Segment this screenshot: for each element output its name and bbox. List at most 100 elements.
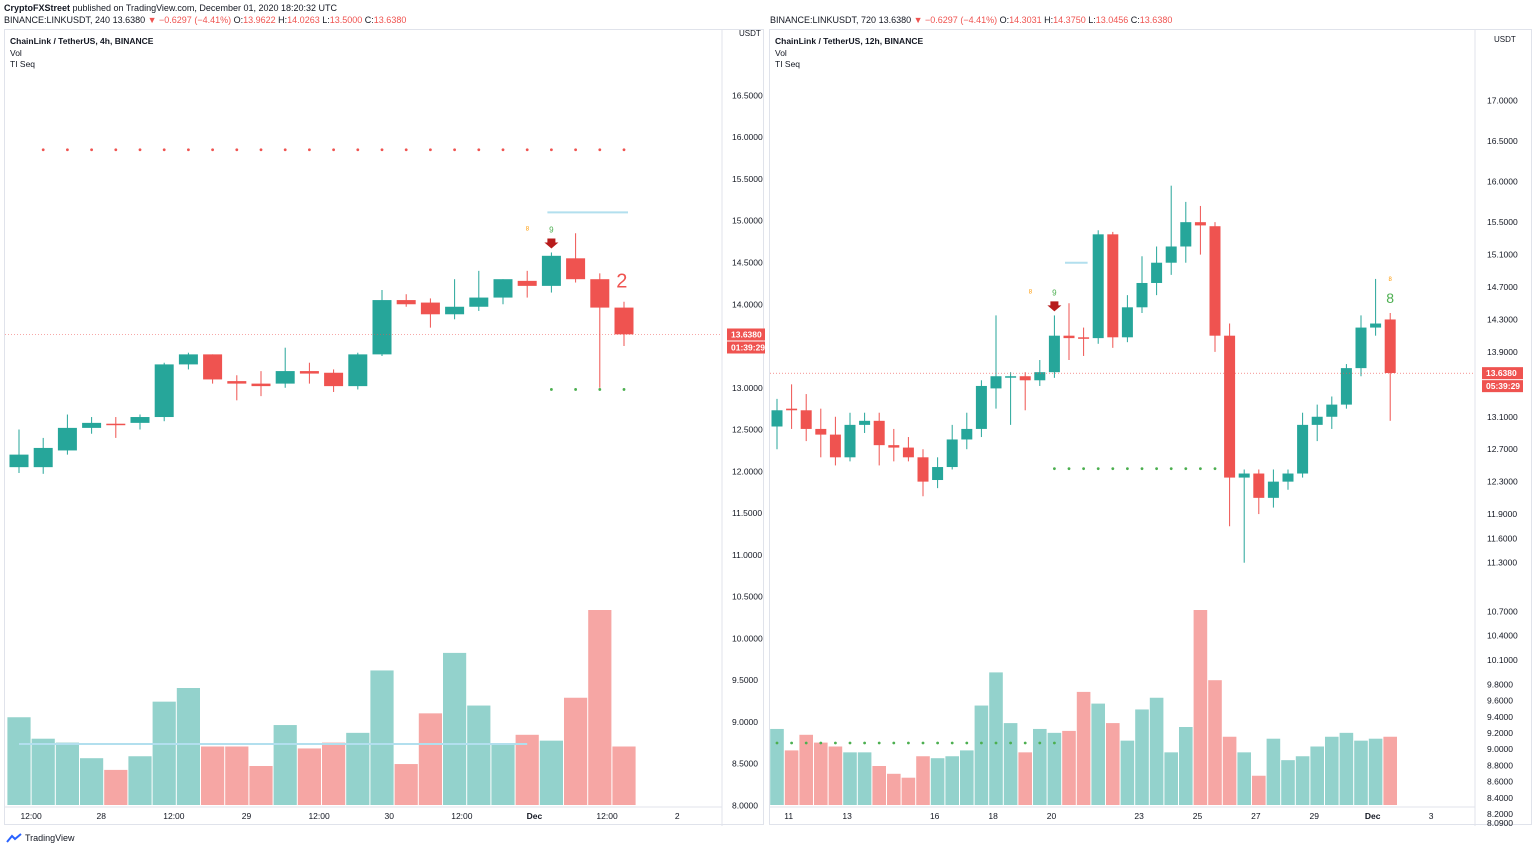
y-tick-label: 8.6000 [1487,777,1513,787]
seq-volume-dot [1023,741,1027,745]
candle-body [1151,262,1163,283]
seq-volume-dot [907,741,910,745]
chart-12h-legend: ChainLink / TetherUS, 12h, BINANCE Vol T… [775,36,923,71]
volume-bar [201,746,225,805]
candle-body [372,300,392,355]
volume-bar [960,750,974,805]
chart-panel-12h[interactable]: 9 8 8 8 USDT 17.0000 16.5000 16.0000 15.5000 15.1… [769,29,1533,826]
seq-resistance-dot [429,148,432,152]
volume-bar [1295,756,1310,805]
volume-bar [225,746,249,805]
volume-bar [930,758,945,805]
seq-volume-dot [775,741,779,745]
y-tick-label: 12.3000 [1487,477,1518,487]
footer-brand[interactable]: TradingView [25,833,75,843]
last-price-badge [727,328,765,341]
chart-12h-indicator-vol[interactable]: Vol [775,47,787,58]
candle-body [251,383,271,387]
chart-4h-title: ChainLink / TetherUS, 4h, BINANCE [10,36,154,46]
seq-volume-dot [819,741,823,745]
y-tick-label: 8.4000 [1487,793,1513,803]
volume-bar [828,746,843,805]
candle-body [420,302,440,315]
candle-body [990,376,1002,389]
chart-4h-svg[interactable]: 9 8 2 USDT 16.5000 16.0000 15.5000 15.0000 14.50… [5,30,765,826]
seq-support-dot [1199,467,1202,471]
seq-resistance-dot [622,148,626,152]
x-tick-label: 29 [242,811,252,821]
publish-line: CryptoFXStreet published on TradingView.… [4,3,337,13]
candle-body [348,354,368,387]
volume-bar [945,756,959,805]
y-tick-label: 9.0000 [1487,744,1513,754]
chart-12h-svg[interactable]: 9 8 8 8 USDT 17.0000 16.5000 16.0000 15.5000 15.1… [770,30,1533,826]
volume-bar [176,688,200,805]
last-price-value: 13.6380 [731,329,762,339]
volume-bar [55,742,79,805]
volume-bar [1383,736,1397,805]
candle-body [800,410,812,429]
volume-bar [1208,680,1222,805]
y-tick-label: 14.3000 [1487,314,1518,324]
x-tick-label: 23 [1134,811,1144,821]
volume-bar [346,732,370,805]
y-tick-label: 9.0000 [732,717,758,727]
candle-body [227,381,247,384]
candle-body [154,364,174,418]
volume-bar [31,738,55,805]
seq-volume-dot [1053,741,1056,745]
seq-resistance-dot [66,148,69,152]
x-tick-label: 2 [675,811,680,821]
candle-body [1238,473,1250,478]
x-tick-label: 29 [1310,811,1320,821]
volume-bar [1091,703,1105,805]
chart-4h-indicator-vol[interactable]: Vol [10,47,22,58]
candle-body [888,445,900,448]
seq-support-dot [1111,467,1115,471]
candle-body [859,420,871,425]
right-quote-line: BINANCE:LINKUSDT, 720 13.6380 ▼ −0.6297 … [770,15,1173,25]
candle-body [1034,372,1046,381]
y-tick-label: 8.0900 [1487,818,1513,826]
volume-bar [1106,723,1120,805]
candle-body [106,423,126,426]
y-tick-label: 10.0000 [732,633,763,643]
volume-bar [297,748,321,805]
seq-resistance-dot [138,148,142,152]
seq-volume-dot [892,741,896,745]
volume-bar [1237,752,1251,805]
candle-body [1121,307,1133,338]
candle-body [541,255,561,286]
countdown-badge [1482,380,1523,393]
chart-12h-indicator-seq[interactable]: TI Seq [775,59,801,69]
seq-support-dot [1067,467,1071,471]
volume-bar [1179,727,1193,805]
candle-body [975,385,987,429]
chart-panel-4h[interactable]: 9 8 2 USDT 16.5000 16.0000 15.5000 15.0000 14.50… [4,29,765,826]
volume-bar [370,670,394,805]
volume-bar [872,766,886,805]
candle-body [1136,282,1148,308]
currency-label: USDT [1494,35,1516,44]
volume-bar [1193,610,1208,805]
seq-count-label: 2 [616,270,627,292]
volume-bar [784,750,799,805]
candle-body [324,372,344,387]
right-high: 14.3750 [1053,15,1086,25]
right-price: 13.6380 [878,15,912,25]
seq-support-dot [1140,467,1144,471]
candle-body [1092,234,1104,339]
countdown-value: 05:39:29 [1486,381,1520,391]
x-tick-label: 12:00 [308,811,330,821]
seq-resistance-dot [308,148,311,152]
y-tick-label: 15.1000 [1487,250,1518,260]
left-open: 13.9622 [243,15,276,25]
footer: TradingView [6,833,75,843]
right-change: ▼ −0.6297 (−4.41%) [913,15,998,25]
candle-body [771,410,783,427]
seq-resistance-dot [114,148,118,152]
y-tick-label: 16.0000 [732,132,763,142]
chart-4h-indicator-seq[interactable]: TI Seq [10,59,36,69]
y-tick-label: 13.9000 [1487,347,1518,357]
volume-bar [564,697,588,805]
